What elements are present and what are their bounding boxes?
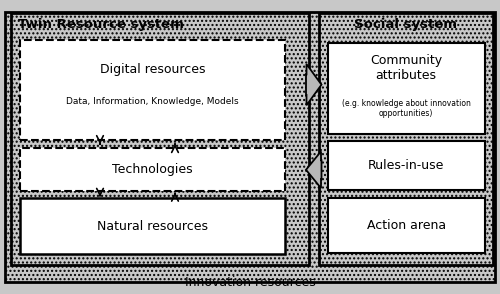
Text: Technologies: Technologies <box>112 163 193 176</box>
Text: Twin Resource system: Twin Resource system <box>18 18 184 31</box>
Bar <box>328 43 485 134</box>
Text: Digital resources: Digital resources <box>100 63 206 76</box>
Bar <box>11 13 308 265</box>
Bar <box>20 148 285 191</box>
Text: (e.g. knowledge about innovation
opportunities): (e.g. knowledge about innovation opportu… <box>342 98 470 118</box>
Text: Community
attributes: Community attributes <box>370 54 442 82</box>
Bar <box>20 40 285 140</box>
Bar <box>319 13 493 265</box>
Text: Natural resources: Natural resources <box>97 220 208 233</box>
Bar <box>328 198 485 253</box>
Text: Rules-in-use: Rules-in-use <box>368 159 444 172</box>
Bar <box>20 198 285 254</box>
Text: Data, Information, Knowledge, Models: Data, Information, Knowledge, Models <box>66 97 239 106</box>
Bar <box>328 141 485 190</box>
Text: Innovation resources: Innovation resources <box>184 276 316 289</box>
Text: Action arena: Action arena <box>366 219 446 232</box>
Polygon shape <box>306 151 322 188</box>
Polygon shape <box>306 64 322 105</box>
Text: Social system: Social system <box>354 18 458 31</box>
